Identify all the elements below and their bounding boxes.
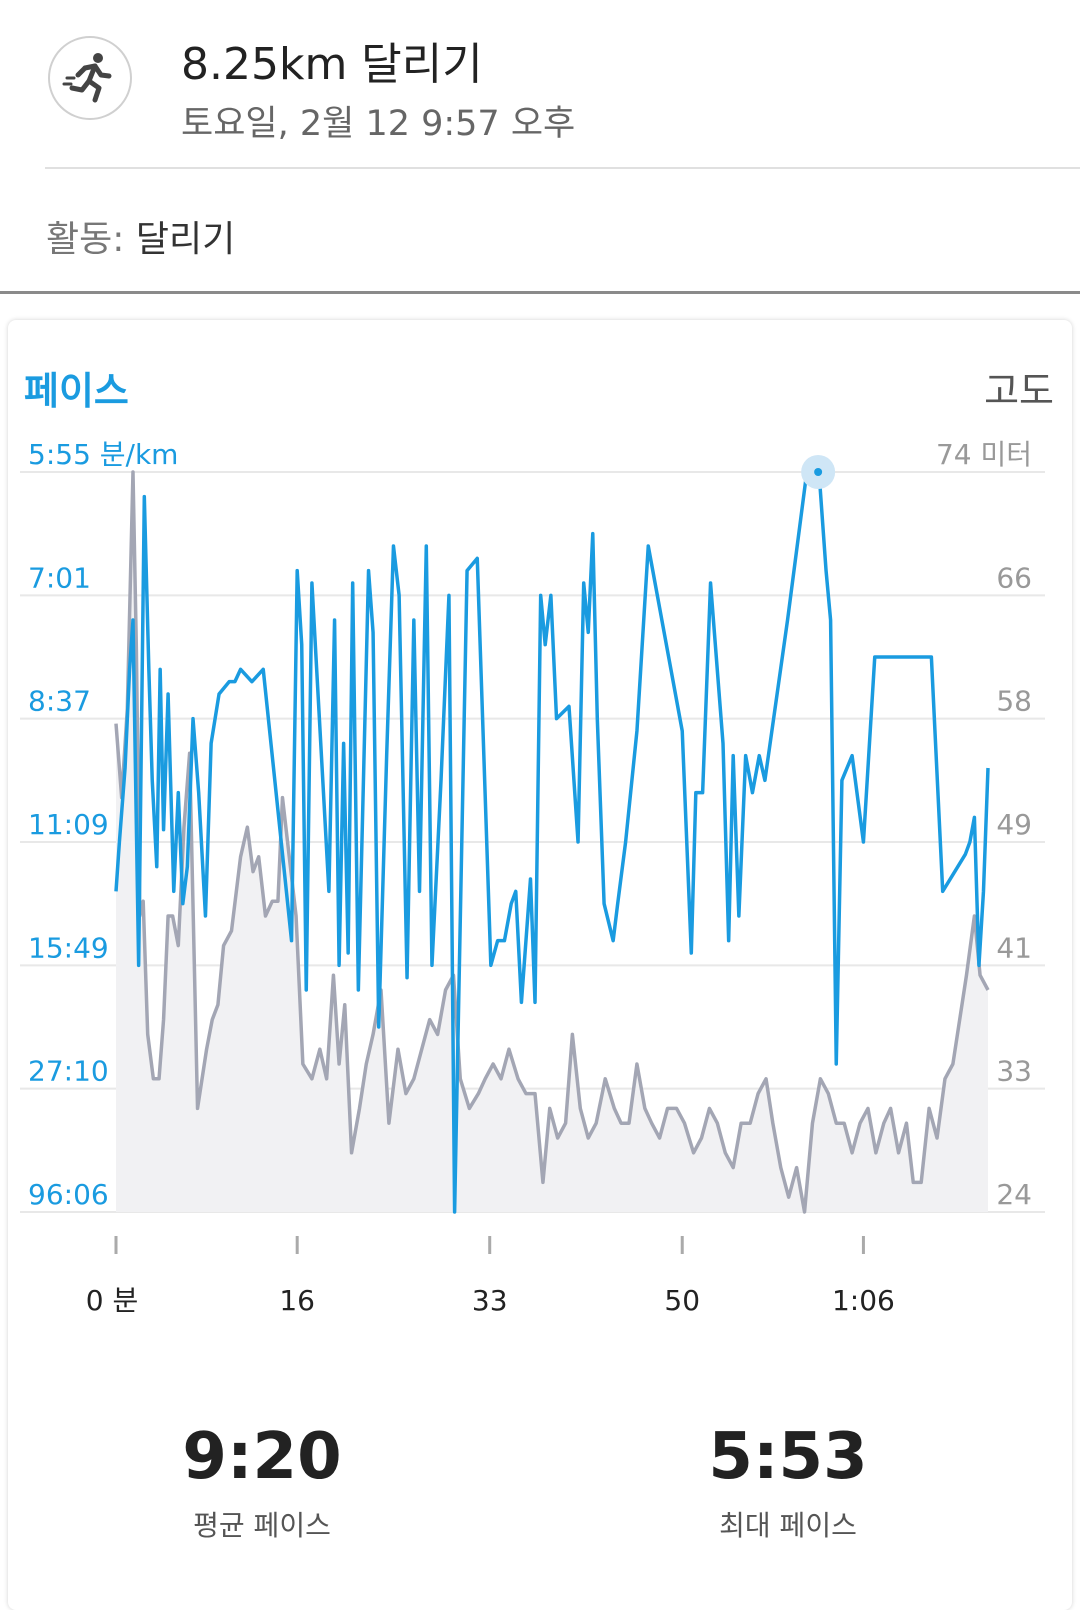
average-pace-label: 평균 페이스 xyxy=(193,1509,331,1542)
activity-type-row[interactable]: 활동: 달리기 xyxy=(46,210,235,262)
x-axis-tick-label: 50 xyxy=(664,1284,700,1317)
activity-header: 8.25km 달리기 토요일, 2월 12 9:57 오후 xyxy=(0,0,1080,170)
elevation-axis-tick-label: 58 xyxy=(996,685,1032,718)
pace-axis-tick-label: 96:06 xyxy=(28,1178,109,1211)
x-axis-tick-label: 1:06 xyxy=(832,1284,895,1317)
elevation-tab-title[interactable]: 고도 xyxy=(984,369,1054,413)
pace-elevation-chart[interactable]: 5:55 분/km 7:01 8:37 11:09 15:49 27:10 96:06 74 … xyxy=(0,430,1080,1350)
x-axis-tick-label: 16 xyxy=(279,1284,315,1317)
pace-axis-tick-label: 27:10 xyxy=(28,1055,109,1088)
elevation-axis-tick-label: 41 xyxy=(996,931,1032,964)
elevation-area xyxy=(116,472,988,1212)
activity-type-value: 달리기 xyxy=(135,219,236,260)
elevation-axis-tick-label: 74 미터 xyxy=(936,438,1032,471)
divider xyxy=(0,291,1080,294)
pace-axis-tick-label: 15:49 xyxy=(28,931,109,964)
max-pace-value: 5:53 xyxy=(708,1420,868,1494)
running-person-icon xyxy=(48,36,132,120)
pace-line xyxy=(114,457,990,1214)
activity-type-label: 활동: xyxy=(46,219,125,260)
elevation-axis-tick-label: 49 xyxy=(996,808,1032,841)
average-pace-value: 9:20 xyxy=(182,1420,342,1494)
elevation-axis-tick-label: 24 xyxy=(996,1178,1032,1211)
elevation-axis-tick-label: 33 xyxy=(996,1055,1032,1088)
elevation-line xyxy=(114,470,990,1214)
average-pace-stat: 9:20 평균 페이스 xyxy=(112,1420,412,1544)
max-pace-marker xyxy=(814,468,823,476)
pace-axis-tick-label: 7:01 xyxy=(28,561,91,594)
divider xyxy=(45,167,1080,169)
pace-axis-tick-label: 8:37 xyxy=(28,685,91,718)
pace-tab-title[interactable]: 페이스 xyxy=(24,369,129,413)
elevation-axis-tick-label: 66 xyxy=(996,561,1032,594)
max-pace-stat: 5:53 최대 페이스 xyxy=(638,1420,938,1544)
activity-datetime: 토요일, 2월 12 9:57 오후 xyxy=(181,104,576,144)
x-axis-tick-label: 0 분 xyxy=(86,1284,138,1317)
page-title: 8.25km 달리기 xyxy=(181,39,483,90)
x-axis-tick-label: 33 xyxy=(472,1284,508,1317)
max-pace-label: 최대 페이스 xyxy=(719,1509,857,1542)
pace-axis-tick-label: 5:55 분/km xyxy=(28,438,178,471)
pace-axis-tick-label: 11:09 xyxy=(28,808,109,841)
